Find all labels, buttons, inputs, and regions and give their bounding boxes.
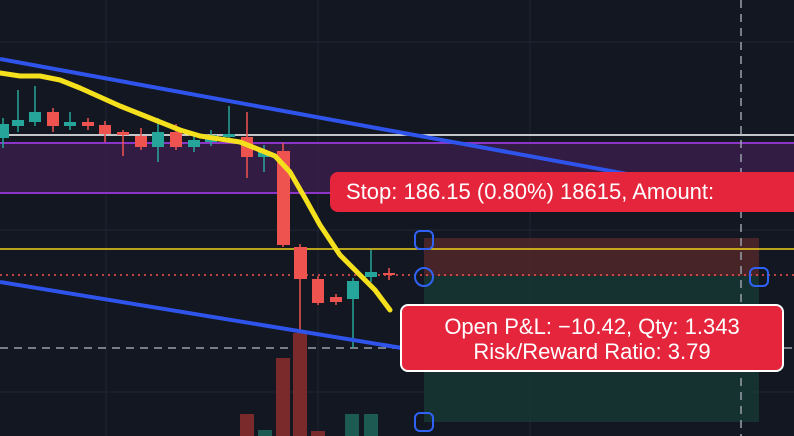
risk-reward-text: Risk/Reward Ratio: 3.79 [473, 339, 711, 364]
stop-info-label[interactable]: Stop: 186.15 (0.80%) 18615, Amount: [330, 172, 794, 212]
right-edge-handle[interactable] [749, 267, 769, 287]
stop-info-text: Stop: 186.15 (0.80%) 18615, Amount: [346, 179, 715, 204]
entry-handle[interactable] [414, 267, 434, 287]
lower-trend-line[interactable] [0, 280, 403, 350]
upper-trend-line[interactable] [0, 57, 661, 182]
volume-bars [240, 333, 378, 436]
open-pnl-text: Open P&L: −10.42, Qty: 1.343 [444, 314, 740, 339]
candlesticks [0, 86, 395, 348]
position-info-label[interactable]: Open P&L: −10.42, Qty: 1.343 Risk/Reward… [400, 304, 784, 372]
moving-average-line[interactable] [0, 70, 393, 313]
target-handle[interactable] [414, 412, 434, 432]
stop-loss-zone[interactable] [424, 238, 759, 276]
stop-handle[interactable] [414, 230, 434, 250]
